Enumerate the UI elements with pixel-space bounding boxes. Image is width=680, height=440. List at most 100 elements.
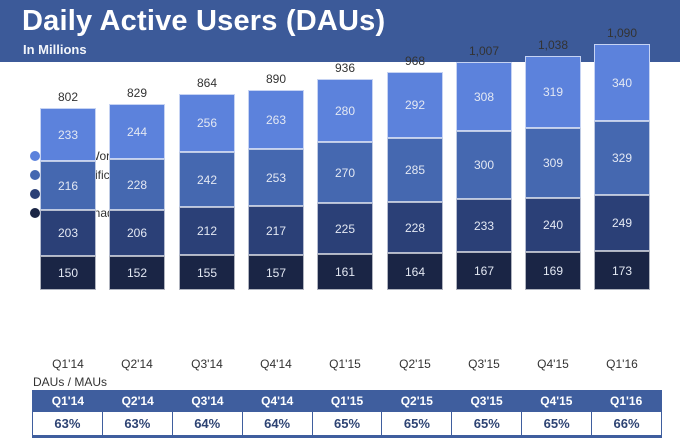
legend-dot-icon [30,169,40,180]
segment-value-label: 206 [126,226,148,240]
segment-value-label: 155 [196,265,218,280]
x-axis-label-q4-14: Q4'14 [260,357,292,371]
segment-value-label: 173 [611,263,633,278]
segment-value-label: 340 [611,75,633,90]
segment-value-label: 300 [473,158,495,172]
bar-segment-rest-of-world: 340 [594,44,650,121]
bar-segment-rest-of-world: 263 [248,90,304,149]
segment-value-label: 240 [542,218,564,232]
bar-segment-us-canada: 157 [248,255,304,290]
segment-value-label: 216 [57,178,79,193]
bar-total-label: 1,007 [468,44,500,58]
bar-q4-14: 157 217 253 263 [248,90,304,290]
segment-value-label: 256 [196,116,218,130]
segment-value-label: 152 [126,266,148,280]
segment-value-label: 212 [196,224,218,238]
bar-q1-15: 161 225 270 280 [317,79,373,290]
segment-value-label: 169 [542,264,564,278]
bar-segment-rest-of-world: 308 [456,62,512,131]
bar-segment-asia-pacific: 285 [387,138,443,202]
x-axis-label-q1-16: Q1'16 [606,357,638,371]
legend-dot-icon [30,150,40,161]
table-header-cell-q2-15: Q2'15 [400,394,433,408]
segment-value-label: 217 [265,223,287,238]
bar-total-label: 936 [334,61,356,75]
segment-value-label: 292 [404,98,426,112]
bar-segment-asia-pacific: 253 [248,149,304,206]
segment-value-label: 309 [542,156,564,170]
segment-value-label: 242 [196,172,218,187]
bar-total-label: 864 [196,76,218,90]
bar-segment-europe: 206 [109,210,165,256]
bar-q2-14: 152 206 228 244 [109,104,165,290]
segment-value-label: 253 [265,170,287,185]
table-header-cell-q4-14: Q4'14 [261,394,294,408]
bar-q1-16: 173 249 329 340 [594,44,650,290]
bar-segment-europe: 240 [525,198,581,252]
x-axis-label-q3-14: Q3'14 [191,357,223,371]
segment-value-label: 285 [404,163,426,177]
table-value-cell-q2-15: 65% [382,412,453,435]
bar-segment-asia-pacific: 300 [456,131,512,199]
segment-value-label: 161 [334,265,356,279]
x-axis-label-q3-15: Q3'15 [468,357,500,371]
bar-segment-us-canada: 150 [40,256,96,290]
x-axis-label-q4-15: Q4'15 [537,357,569,371]
daus-maus-table: Q1'14 Q2'14 Q3'14 Q4'14 Q1'15 Q2'15 Q3'15 Q4'15… [32,390,662,438]
bar-segment-us-canada: 173 [594,251,650,290]
table-header-cell-q3-14: Q3'14 [191,394,224,408]
bar-segment-rest-of-world: 280 [317,79,373,142]
table-title: DAUs / MAUs [33,375,108,389]
bar-segment-europe: 228 [387,202,443,253]
legend-dot-icon [30,207,40,218]
x-axis-label-q2-14: Q2'14 [121,357,153,371]
table-header-cell-q1-15: Q1'15 [330,394,364,408]
bar-segment-europe: 203 [40,210,96,256]
bar-segment-asia-pacific: 216 [40,161,96,210]
bar-segment-asia-pacific: 270 [317,142,373,203]
segment-value-label: 263 [265,112,287,127]
segment-value-label: 150 [57,266,79,280]
segment-value-label: 225 [334,221,356,236]
table-header-cell-q2-14: Q2'14 [121,394,154,408]
table-value-cell-q4-15: 65% [522,412,593,435]
bar-total-label: 1,090 [606,26,638,40]
bar-q1-14: 150 203 216 233 [40,108,96,290]
bar-segment-asia-pacific: 329 [594,121,650,195]
bar-total-label: 802 [57,90,79,104]
bar-segment-rest-of-world: 233 [40,108,96,161]
bar-segment-asia-pacific: 242 [179,152,235,207]
legend-dot-icon [30,188,40,199]
stacked-bar-chart: Rest of WorldAsia-PacificEuropeUS & Cana… [0,26,680,415]
segment-value-label: 233 [473,218,495,233]
segment-value-label: 167 [473,264,495,278]
table-header-cell-q4-15: Q4'15 [540,394,573,408]
bar-segment-us-canada: 161 [317,254,373,290]
table-value-cell-q3-15: 65% [452,412,523,435]
bar-segment-us-canada: 164 [387,253,443,290]
bar-segment-rest-of-world: 319 [525,56,581,128]
bar-segment-europe: 233 [456,199,512,252]
header-banner: Daily Active Users (DAUs) In Millions [0,0,680,62]
page-title: Daily Active Users (DAUs) [22,5,386,37]
segment-value-label: 164 [404,264,426,279]
segment-value-label: 157 [265,265,287,280]
table-header-cell-q1-16: Q1'16 [610,394,643,408]
page-subtitle: In Millions [23,42,87,57]
table-value-cell-q1-14: 63% [33,412,103,435]
table-value-row: 63% 63% 64% 64% 65% 65% 65% 65% 66% [33,412,661,435]
bar-segment-us-canada: 152 [109,256,165,290]
segment-value-label: 270 [334,165,356,180]
table-value-cell-q1-15: 65% [313,412,383,435]
segment-value-label: 228 [404,220,426,235]
bar-q2-15: 164 228 285 292 [387,72,443,290]
segment-value-label: 249 [611,216,633,230]
table-header-cell-q1-14: Q1'14 [51,394,84,408]
bar-segment-europe: 217 [248,206,304,255]
x-axis-label-q2-15: Q2'15 [399,357,431,371]
segment-value-label: 228 [126,177,148,192]
bar-q3-15: 167 233 300 308 [456,62,512,290]
segment-value-label: 308 [473,89,495,104]
bar-total-label: 890 [265,72,287,86]
